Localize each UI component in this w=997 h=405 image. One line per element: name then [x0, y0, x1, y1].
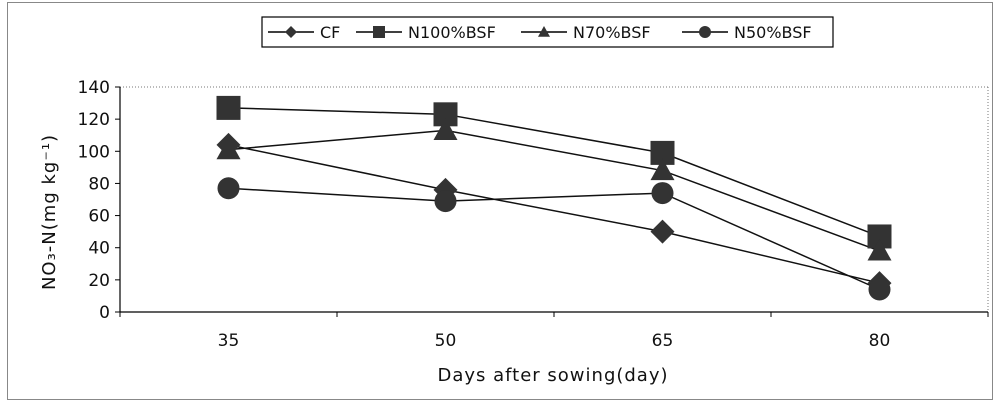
y-tick-label: 80	[88, 174, 110, 194]
x-tick-label: 65	[652, 331, 674, 351]
data-point-N50%BSF	[868, 278, 891, 301]
data-point-N100%BSF	[216, 95, 241, 120]
series-line-CF	[228, 144, 880, 284]
data-point-N70%BSF	[650, 158, 675, 181]
x-tick-label: 50	[435, 331, 457, 351]
data-point-N70%BSF	[433, 118, 458, 140]
data-point-N50%BSF	[651, 182, 674, 205]
y-tick-label: 140	[78, 78, 110, 98]
legend-label: N100%BSF	[408, 23, 496, 42]
series-line-N100%BSF	[228, 107, 880, 238]
legend-label: N70%BSF	[573, 23, 651, 42]
data-point-N70%BSF	[867, 238, 892, 261]
y-tick-label: 120	[78, 110, 110, 130]
y-axis-title: NO₃-N(mg kg⁻¹)	[39, 134, 60, 290]
y-tick-label: 20	[88, 271, 110, 291]
x-axis-title: Days after sowing(day)	[437, 365, 668, 386]
data-point-CF	[650, 219, 675, 244]
legend-marker-CF	[285, 26, 297, 38]
series-line-N70%BSF	[228, 129, 880, 252]
data-point-N50%BSF	[217, 177, 240, 200]
legend-marker-N50%BSF	[699, 26, 711, 38]
data-point-N70%BSF	[216, 137, 241, 160]
series-line-N50%BSF	[228, 187, 880, 291]
legend: CF N100%BSF N70%BSF N50%BSF	[261, 16, 834, 48]
legend-label: CF	[320, 23, 340, 42]
y-tick-label: 100	[78, 142, 110, 162]
x-tick-label: 35	[218, 331, 240, 351]
legend-label: N50%BSF	[734, 23, 812, 42]
y-tick-label: 60	[88, 207, 110, 227]
data-point-N50%BSF	[434, 190, 457, 213]
x-tick-label: 80	[869, 331, 891, 351]
y-tick-label: 0	[99, 303, 110, 323]
legend-marker-N100%BSF	[373, 26, 385, 38]
y-tick-label: 40	[88, 239, 110, 259]
legend-marker-N70%BSF	[538, 26, 550, 37]
